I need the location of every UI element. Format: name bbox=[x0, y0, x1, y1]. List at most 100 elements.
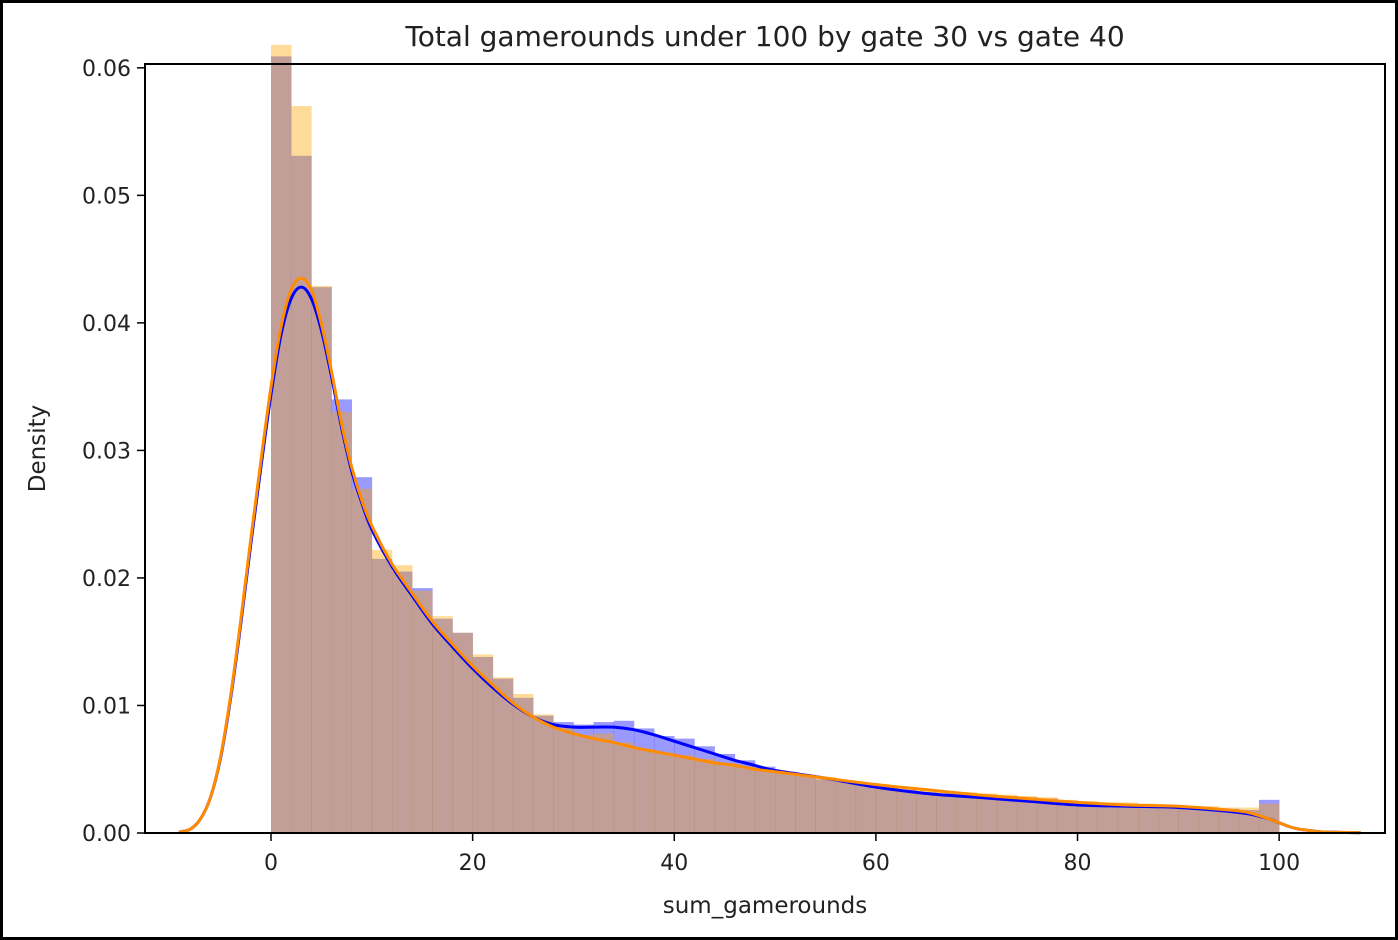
y-axis-ticks: 0.00 0.01 0.02 0.03 0.04 0.05 0.06 bbox=[82, 57, 145, 847]
hist-bar-series-1 bbox=[815, 779, 836, 833]
hist-bar-series-2 bbox=[734, 766, 756, 833]
x-tick-label: 60 bbox=[862, 851, 890, 876]
hist-bar-series-2 bbox=[1017, 796, 1038, 833]
hist-bar-series-2 bbox=[896, 788, 917, 833]
hist-bar-series-1 bbox=[452, 632, 473, 833]
hist-bar-series-2 bbox=[391, 565, 413, 833]
hist-bar-series-1 bbox=[1258, 799, 1280, 833]
hist-bar-series-2 bbox=[1037, 797, 1058, 833]
hist-bar-series-2 bbox=[956, 792, 978, 833]
hist-bar-series-1 bbox=[674, 738, 695, 833]
kde-line-series-2 bbox=[178, 276, 1362, 835]
hist-bar-series-2 bbox=[613, 742, 635, 833]
hist-bar-series-1 bbox=[754, 766, 776, 833]
hist-bar-series-1 bbox=[331, 399, 352, 833]
hist-bar-series-1 bbox=[1218, 808, 1240, 833]
hist-bar-series-1 bbox=[1138, 806, 1159, 833]
x-tick-label: 0 bbox=[264, 851, 278, 876]
hist-bar-series-2 bbox=[331, 412, 352, 833]
density-histogram-chart: 0 20 40 60 80 100 0.000.010.020.030.040.050.0… bbox=[25, 20, 1386, 919]
y-tick-label: 0.03 bbox=[82, 439, 131, 464]
hist-bar-series-2 bbox=[976, 793, 998, 833]
hist-bar-series-1 bbox=[775, 771, 796, 833]
hist-bar-series-2 bbox=[835, 780, 857, 833]
hist-bar-series-1 bbox=[956, 793, 978, 833]
histogram-bars-layer bbox=[271, 44, 1280, 833]
hist-bar-series-2 bbox=[1117, 802, 1139, 833]
hist-bar-series-2 bbox=[1218, 807, 1240, 833]
y-tick-label: 0.00 bbox=[82, 822, 131, 847]
hist-bar-series-2 bbox=[1178, 806, 1199, 833]
hist-bar-series-2 bbox=[916, 789, 937, 833]
hist-bar-series-1 bbox=[593, 722, 615, 833]
hist-bar-series-1 bbox=[1037, 798, 1058, 833]
hist-bar-series-1 bbox=[371, 558, 393, 833]
hist-bar-series-1 bbox=[875, 787, 897, 833]
hist-bar-series-2 bbox=[512, 693, 534, 833]
hist-bar-series-1 bbox=[1117, 804, 1139, 833]
y-tick-label: 0.04 bbox=[82, 312, 131, 337]
hist-bar-series-1 bbox=[633, 728, 655, 833]
x-tick-label: 40 bbox=[660, 851, 688, 876]
hist-bar-series-1 bbox=[976, 794, 998, 833]
hist-bar-series-1 bbox=[432, 618, 453, 833]
hist-bar-series-1 bbox=[795, 775, 816, 833]
hist-bar-series-2 bbox=[1138, 803, 1159, 833]
hist-bar-series-1 bbox=[1057, 801, 1078, 833]
hist-bar-series-2 bbox=[452, 632, 473, 833]
hist-bar-series-1 bbox=[492, 678, 514, 833]
hist-bar-series-1 bbox=[916, 792, 937, 833]
hist-bar-series-2 bbox=[533, 714, 554, 833]
hist-bar-series-2 bbox=[553, 727, 574, 833]
hist-bar-series-1 bbox=[553, 722, 574, 833]
hist-bar-series-1 bbox=[855, 784, 877, 833]
hist-bar-series-2 bbox=[815, 776, 836, 833]
hist-bar-series-2 bbox=[472, 654, 494, 833]
hist-bar-series-2 bbox=[654, 752, 675, 833]
hist-bar-series-1 bbox=[996, 796, 1018, 833]
hist-bar-series-2 bbox=[412, 590, 433, 833]
hist-bar-series-1 bbox=[1198, 807, 1219, 833]
hist-bar-series-2 bbox=[573, 734, 594, 833]
hist-bar-series-2 bbox=[714, 762, 736, 833]
hist-bar-series-1 bbox=[1178, 807, 1199, 833]
hist-bar-series-1 bbox=[1097, 803, 1119, 833]
hist-bar-series-1 bbox=[835, 781, 857, 833]
y-tick-label: 0.05 bbox=[82, 184, 131, 209]
hist-bar-series-1 bbox=[391, 571, 413, 833]
hist-bar-series-2 bbox=[694, 759, 715, 833]
x-tick-label: 20 bbox=[459, 851, 487, 876]
x-tick-label: 100 bbox=[1258, 851, 1300, 876]
hist-bar-series-2 bbox=[1198, 806, 1219, 833]
hist-bar-series-1 bbox=[351, 477, 373, 833]
hist-bar-series-1 bbox=[1077, 802, 1098, 833]
hist-bar-series-1 bbox=[512, 697, 534, 833]
hist-bar-series-2 bbox=[271, 44, 292, 833]
hist-bar-series-1 bbox=[311, 287, 332, 833]
hist-bar-series-1 bbox=[1017, 797, 1038, 833]
hist-bar-series-1 bbox=[714, 753, 736, 833]
hist-bar-series-1 bbox=[573, 724, 594, 833]
hist-bar-series-1 bbox=[291, 155, 312, 833]
hist-bar-series-2 bbox=[795, 774, 816, 833]
hist-bar-series-2 bbox=[1158, 804, 1179, 833]
chart-title: Total gamerounds under 100 by gate 30 vs… bbox=[404, 20, 1124, 53]
hist-bar-series-1 bbox=[271, 56, 292, 833]
x-tick-label: 80 bbox=[1064, 851, 1092, 876]
hist-bar-series-1 bbox=[694, 746, 715, 833]
hist-bar-series-2 bbox=[492, 677, 514, 833]
hist-bar-series-1 bbox=[654, 736, 675, 833]
hist-bar-series-2 bbox=[351, 488, 373, 833]
figure-canvas: 0 20 40 60 80 100 0.00 0.01 0.02 0.03 0.04 0.05 0.0… bbox=[3, 3, 1395, 937]
hist-bar-series-1 bbox=[472, 657, 494, 833]
kde-curves-layer bbox=[178, 276, 1362, 835]
hist-bar-series-2 bbox=[996, 794, 1018, 833]
x-axis-ticks: 0 20 40 60 80 100 bbox=[264, 833, 1300, 876]
hist-bar-series-1 bbox=[1158, 806, 1179, 833]
axes-frame bbox=[144, 63, 1386, 834]
hist-bar-series-2 bbox=[936, 790, 957, 833]
hist-bar-series-1 bbox=[896, 789, 917, 833]
hist-bar-series-1 bbox=[412, 588, 433, 833]
hist-bar-series-1 bbox=[936, 793, 957, 833]
hist-bar-series-2 bbox=[754, 769, 776, 833]
